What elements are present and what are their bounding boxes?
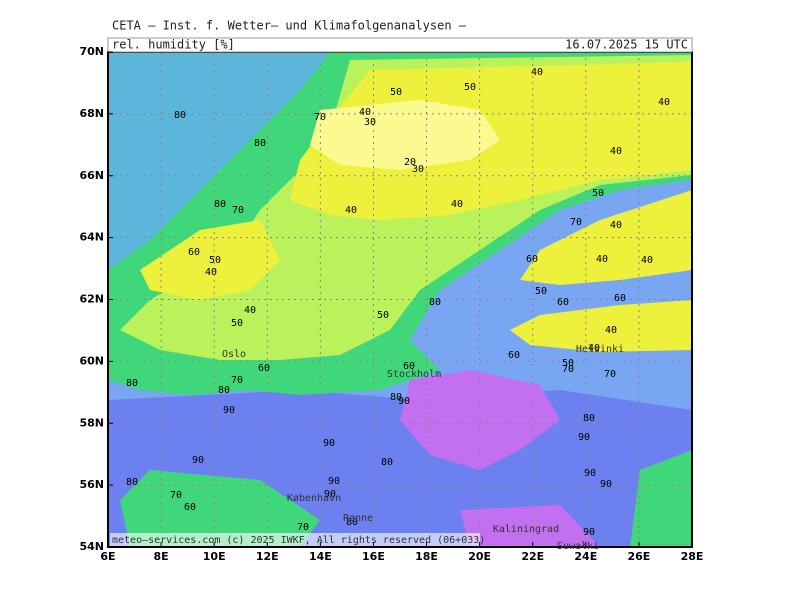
contour-label: 80 — [381, 457, 393, 468]
contour-label: 90 — [398, 396, 410, 407]
contour-label: 40 — [596, 254, 608, 265]
lon-tick-label: 8E — [154, 550, 169, 563]
contour-label: 40 — [588, 343, 600, 354]
contour-label: 90 — [324, 489, 336, 500]
city-label: Helsinki — [576, 344, 624, 355]
contour-label: 90 — [600, 479, 612, 490]
contour-label: 80 — [218, 385, 230, 396]
contour-label: 70 — [604, 369, 616, 380]
contour-label: 40 — [641, 255, 653, 266]
contour-label: 90 — [323, 438, 335, 449]
contour-label: 70 — [231, 375, 243, 386]
contour-label: 70 — [297, 522, 309, 533]
lon-tick-label: 24E — [574, 550, 597, 563]
contour-label: 50 — [390, 87, 402, 98]
contour-label: 80 — [174, 110, 186, 121]
contour-label: 70 — [570, 217, 582, 228]
contour-label: 50 — [209, 255, 221, 266]
contour-label: 30 — [364, 117, 376, 128]
contour-label: 90 — [192, 455, 204, 466]
contour-label: 70 — [562, 364, 574, 375]
contour-label: 60 — [614, 293, 626, 304]
contour-label: 50 — [231, 318, 243, 329]
contour-label: 80 — [346, 517, 358, 528]
contour-label: 40 — [605, 325, 617, 336]
lon-tick-label: 10E — [203, 550, 226, 563]
contour-label: 40 — [359, 107, 371, 118]
contour-label: 30 — [412, 164, 424, 175]
contour-label: 90 — [583, 527, 595, 538]
contour-label: 60 — [184, 502, 196, 513]
lon-tick-label: 28E — [681, 550, 704, 563]
contour-label: 80 — [429, 297, 441, 308]
contour-label: 90 — [328, 476, 340, 487]
lat-tick-label: 58N — [79, 416, 104, 429]
contour-label: 20 — [404, 157, 416, 168]
lat-tick-label: 64N — [79, 231, 104, 244]
contour-label: 50 — [592, 188, 604, 199]
header-title: CETA — Inst. f. Wetter— und Klimafolgena… — [112, 19, 467, 33]
contour-label: 50 — [377, 310, 389, 321]
city-label: Stockholm — [387, 369, 441, 380]
contour-label: 70 — [314, 112, 326, 123]
contour-label: 60 — [188, 247, 200, 258]
contour-label: 40 — [658, 97, 670, 108]
contour-label: 50 — [562, 358, 574, 369]
lat-tick-label: 60N — [79, 354, 104, 367]
contour-label: 60 — [526, 254, 538, 265]
lon-tick-label: 20E — [468, 550, 491, 563]
contour-label: 40 — [451, 199, 463, 210]
lon-tick-label: 14E — [309, 550, 332, 563]
lat-tick-label: 70N — [79, 45, 104, 58]
lat-tick-label: 62N — [79, 293, 104, 306]
contour-label: 60 — [403, 361, 415, 372]
lon-tick-label: 12E — [256, 550, 279, 563]
contour-label: 80 — [254, 138, 266, 149]
contour-label: 40 — [244, 305, 256, 316]
contour-label: 50 — [535, 286, 547, 297]
contour-label: 80 — [126, 477, 138, 488]
contour-label: 40 — [531, 67, 543, 78]
city-label: Suwałki — [557, 541, 599, 552]
lon-tick-label: 16E — [362, 550, 385, 563]
contour-label: 60 — [258, 363, 270, 374]
valid-time: 16.07.2025 15 UTC — [565, 38, 688, 52]
contour-label: 80 — [583, 413, 595, 424]
city-label: Kaliningrad — [493, 524, 559, 535]
contour-label: 70 — [232, 205, 244, 216]
lat-tick-label: 56N — [79, 478, 104, 491]
contour-label: 80 — [214, 199, 226, 210]
contour-label: 40 — [610, 146, 622, 157]
humidity-field — [108, 52, 692, 547]
lat-tick-label: 66N — [79, 169, 104, 182]
city-label: Oslo — [222, 349, 246, 360]
contour-label: 70 — [170, 490, 182, 501]
contour-label: 40 — [205, 267, 217, 278]
lat-tick-label: 68N — [79, 107, 104, 120]
contour-label: 60 — [508, 350, 520, 361]
contour-label: 90 — [578, 432, 590, 443]
contour-label: 90 — [584, 468, 596, 479]
city-label: Rønne — [343, 513, 373, 524]
contour-label: 90 — [223, 405, 235, 416]
contour-label: 80 — [390, 392, 402, 403]
contour-label: 80 — [126, 378, 138, 389]
contour-label: 40 — [610, 220, 622, 231]
lon-tick-label: 6E — [100, 550, 115, 563]
contour-label: 40 — [345, 205, 357, 216]
lon-tick-label: 22E — [521, 550, 544, 563]
header-bar — [107, 37, 693, 53]
footer-bg — [110, 533, 480, 546]
lat-tick-label: 54N — [79, 540, 104, 553]
field-label: rel. humidity [%] — [112, 38, 235, 52]
contour-label: 50 — [464, 82, 476, 93]
copyright: meteo—services.com (c) 2025 IWKF, All ri… — [112, 535, 485, 546]
lon-tick-label: 18E — [415, 550, 438, 563]
lon-tick-label: 26E — [627, 550, 650, 563]
city-label: København — [287, 493, 341, 504]
contour-label: 60 — [557, 297, 569, 308]
